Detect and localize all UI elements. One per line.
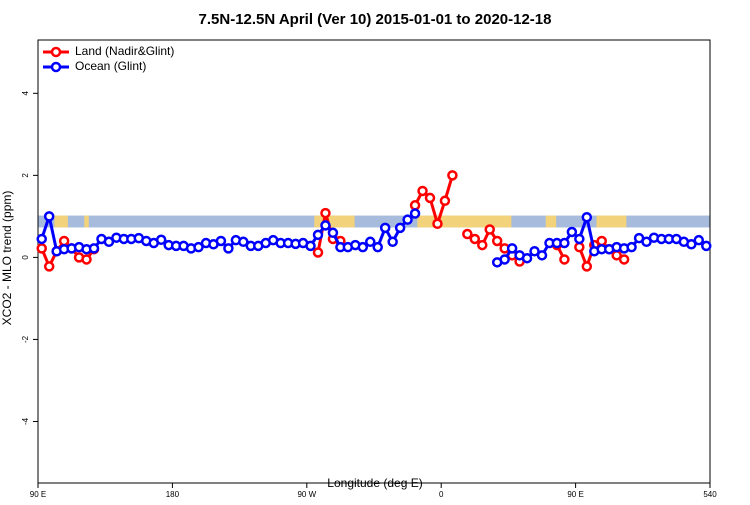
data-point	[88, 243, 100, 254]
data-point	[394, 222, 406, 234]
data-point	[215, 235, 227, 247]
data-point	[424, 192, 436, 204]
data-point	[686, 239, 697, 250]
data-point	[193, 241, 204, 253]
data-point	[618, 254, 630, 265]
data-point	[484, 224, 495, 235]
legend-marker	[50, 61, 62, 73]
data-point	[305, 240, 316, 252]
data-point	[36, 243, 47, 254]
land-strip	[84, 215, 89, 228]
data-point	[36, 233, 47, 245]
data-point	[559, 237, 570, 249]
chart-title: 7.5N-12.5N April (Ver 10) 2015-01-01 to …	[199, 11, 552, 28]
data-point	[409, 208, 421, 219]
data-point	[402, 214, 413, 225]
x-tick-label: 540	[703, 490, 717, 499]
data-point	[43, 261, 55, 272]
data-point	[447, 170, 458, 181]
legend-label: Land (Nadir&Glint)	[75, 44, 174, 58]
data-point	[409, 200, 421, 211]
data-point	[469, 233, 481, 245]
data-point	[701, 240, 712, 252]
land-strip	[54, 215, 68, 228]
data-point	[372, 241, 383, 253]
land-strip	[545, 215, 557, 228]
x-tick-label: 0	[439, 490, 444, 499]
data-point	[320, 220, 331, 231]
data-point	[357, 241, 369, 253]
data-point	[581, 261, 593, 272]
y-tick-label: -4	[21, 417, 30, 425]
land-strip	[314, 215, 355, 228]
x-tick-label: 90 E	[567, 490, 583, 499]
x-tick-label: 90 E	[30, 490, 46, 499]
data-point	[320, 207, 331, 219]
data-point	[529, 245, 540, 257]
data-point	[312, 229, 324, 241]
data-point	[312, 247, 324, 258]
data-point	[379, 222, 391, 234]
data-point	[103, 236, 115, 248]
data-point	[238, 236, 249, 248]
data-point	[58, 235, 70, 247]
data-point	[417, 185, 428, 197]
x-tick-label: 90 W	[297, 490, 316, 499]
data-point	[365, 236, 376, 248]
data-point	[536, 250, 548, 261]
y-tick-label: 0	[21, 255, 30, 260]
ocean-strip	[38, 215, 710, 228]
data-point	[506, 243, 518, 254]
data-point	[499, 254, 510, 265]
legend-marker	[50, 46, 62, 58]
legend-label: Ocean (Glint)	[75, 59, 146, 73]
y-axis-label: XCO2 - MLO trend (ppm)	[0, 191, 14, 326]
data-point	[693, 234, 705, 246]
data-point	[566, 226, 578, 238]
data-point	[641, 236, 652, 248]
data-point	[223, 243, 234, 254]
data-point	[43, 211, 55, 222]
data-point	[439, 195, 451, 207]
x-tick-label: 180	[166, 490, 180, 499]
land-strip	[417, 215, 512, 228]
data-point	[387, 236, 398, 248]
data-point	[581, 211, 593, 223]
plot-frame	[37, 39, 711, 484]
data-point	[327, 227, 339, 239]
data-point	[477, 239, 488, 251]
land-strip	[596, 215, 627, 228]
data-point	[596, 235, 607, 247]
data-point	[81, 254, 92, 265]
data-point	[626, 241, 637, 253]
y-tick-label: 2	[21, 173, 30, 178]
data-point	[521, 252, 533, 264]
y-tick-label: -2	[21, 335, 30, 343]
y-tick-label: 4	[21, 91, 30, 96]
data-point	[574, 233, 585, 245]
data-point	[432, 218, 443, 230]
data-point	[491, 235, 503, 247]
data-point	[574, 241, 585, 253]
data-point	[559, 254, 570, 265]
data-point	[155, 234, 167, 246]
data-point	[462, 228, 473, 240]
